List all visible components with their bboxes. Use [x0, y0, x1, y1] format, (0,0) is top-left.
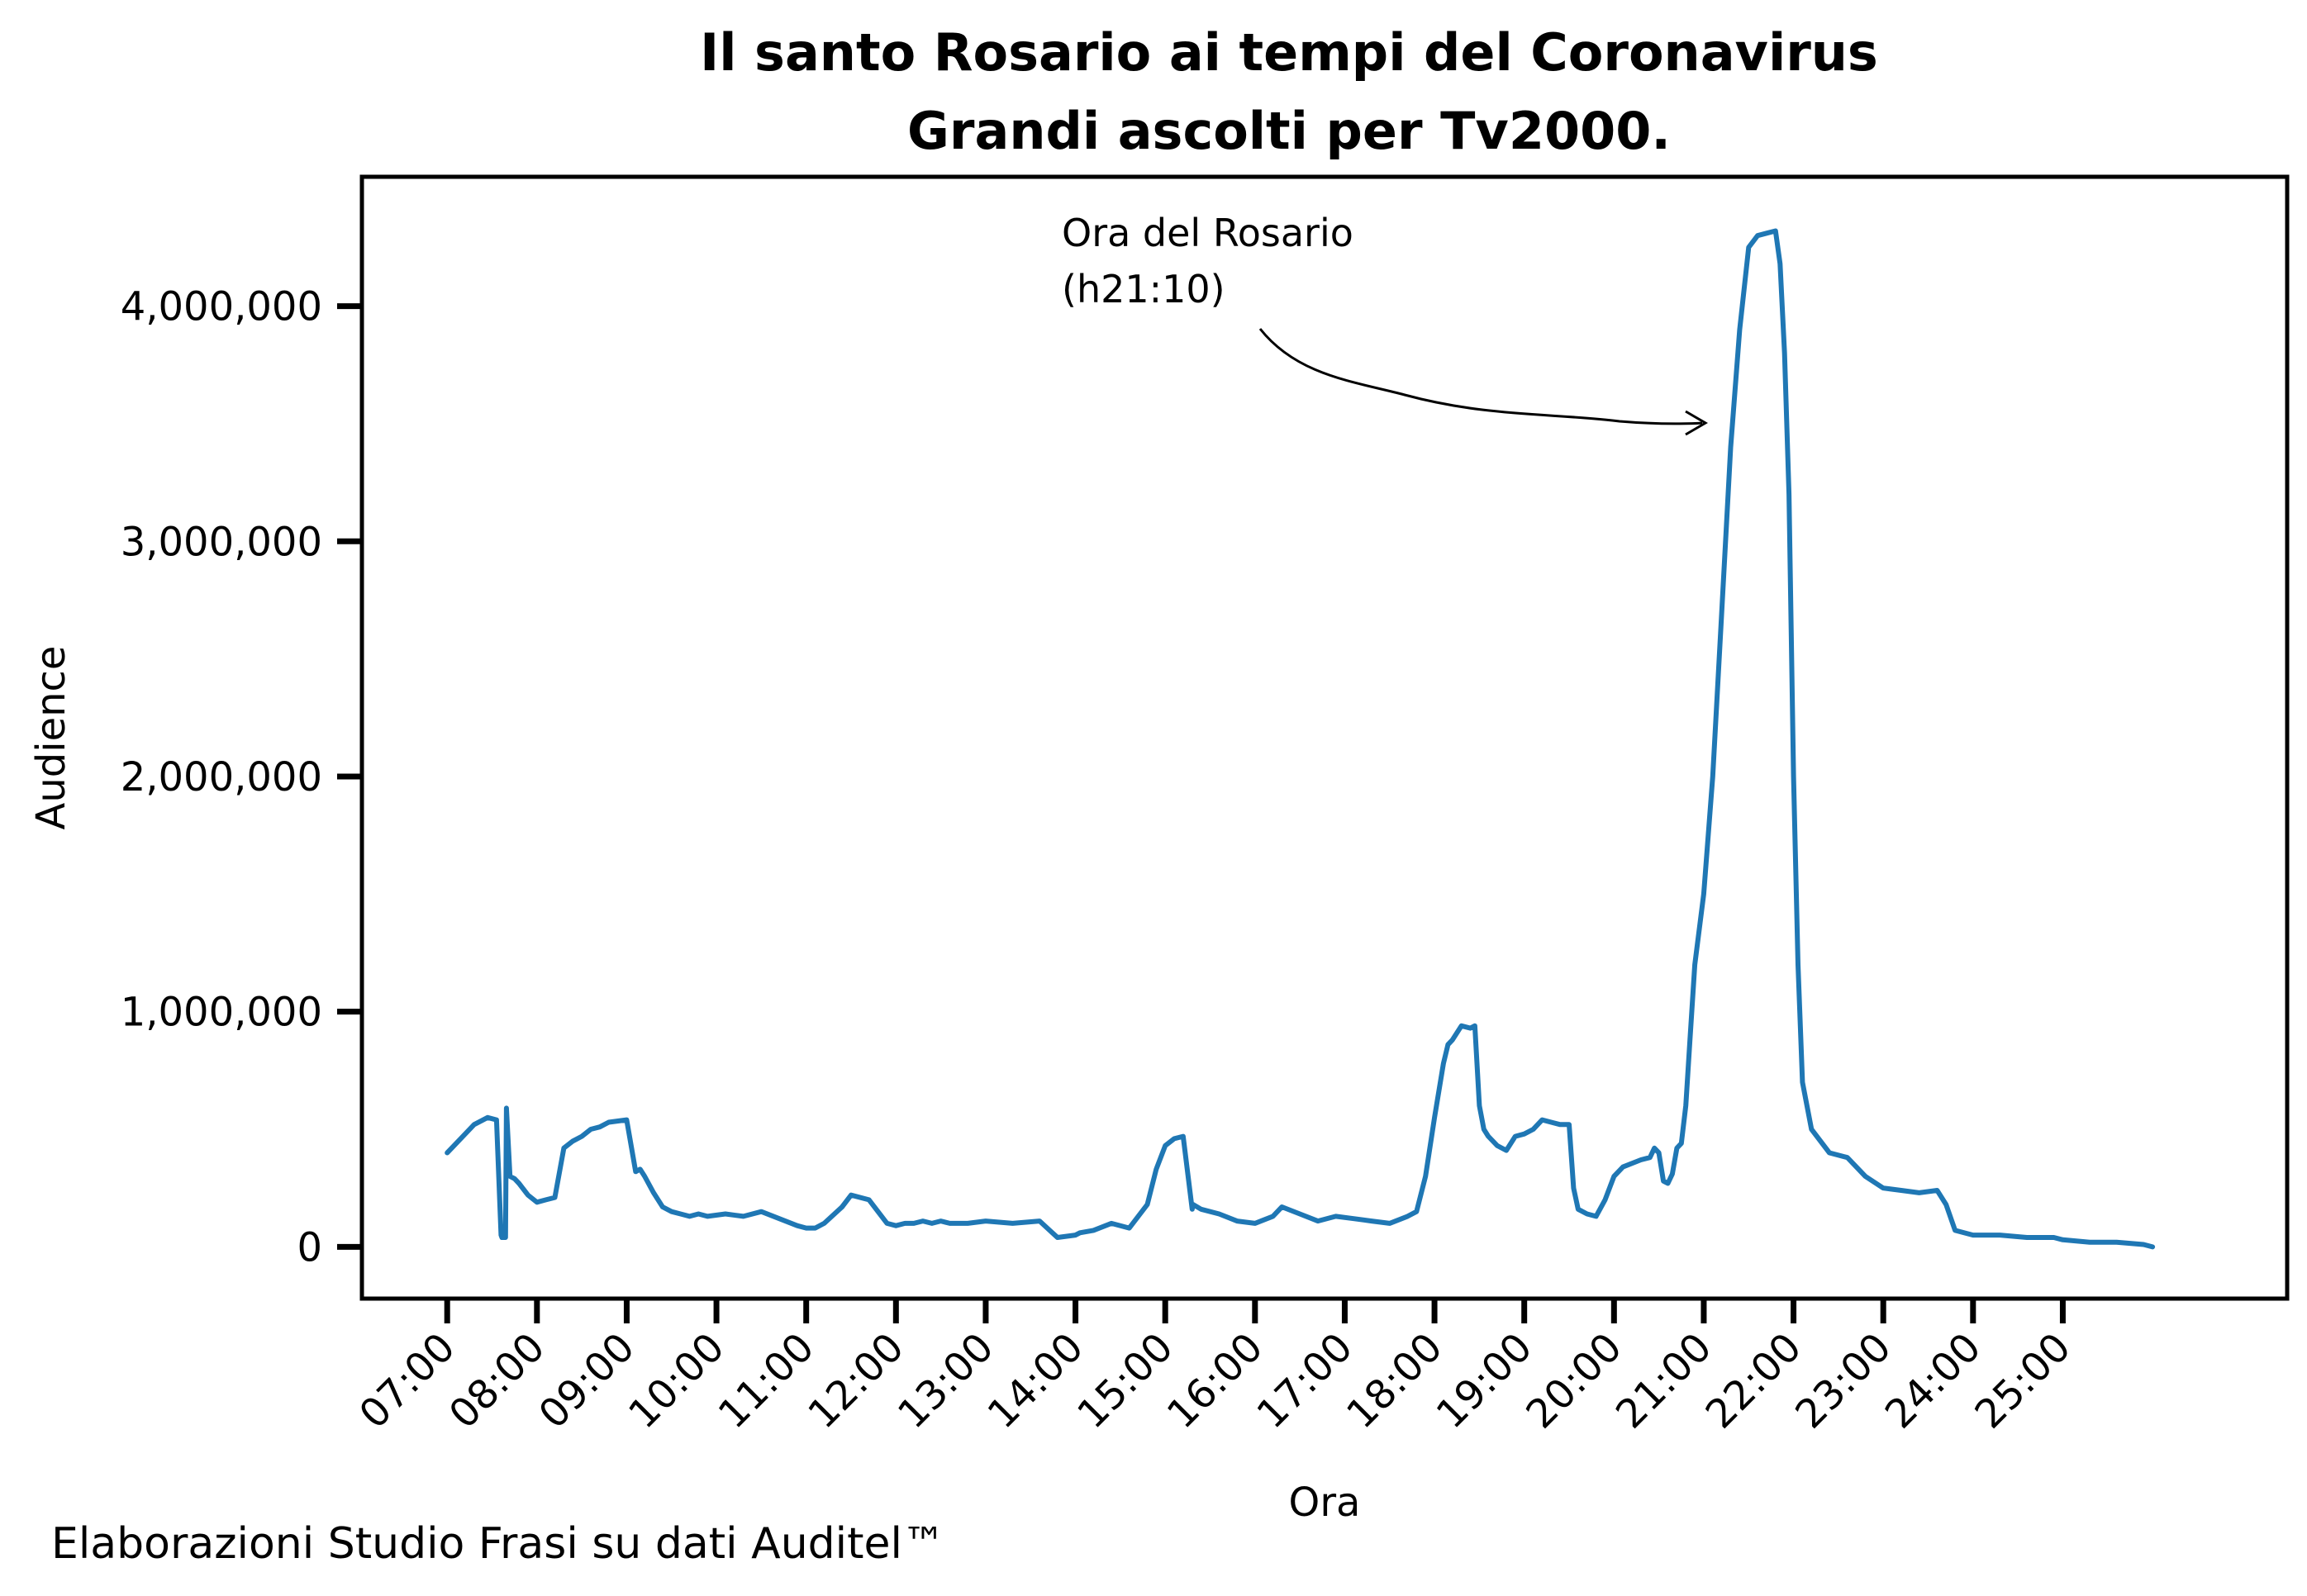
- x-axis-label: Ora: [1289, 1480, 1361, 1526]
- x-tick-label: 13:00: [889, 1324, 1002, 1437]
- y-axis: 0 1,000,000 2,000,000 3,000,000 4,000,000: [121, 284, 362, 1271]
- x-tick-label: 15:00: [1068, 1324, 1182, 1437]
- x-tick-label: 16:00: [1158, 1324, 1272, 1437]
- x-tick-label: 10:00: [620, 1324, 733, 1437]
- plot-frame: [359, 174, 2290, 1301]
- chart-subtitle: Grandi ascolti per Tv2000.: [907, 101, 1671, 161]
- y-tick-label: 4,000,000: [121, 284, 322, 330]
- x-tick-label: 08:00: [440, 1324, 554, 1437]
- annotation-arrow: [1258, 328, 1703, 425]
- x-tick-label: 17:00: [1249, 1324, 1362, 1437]
- y-tick-label: 2,000,000: [121, 754, 322, 800]
- x-tick-label: 11:00: [710, 1324, 823, 1437]
- audience-line: [445, 228, 2156, 1250]
- x-tick-label: 20:00: [1517, 1324, 1630, 1437]
- chart-title: Il santo Rosario ai tempi del Coronaviru…: [700, 22, 1878, 83]
- x-tick-label: 19:00: [1428, 1324, 1541, 1437]
- y-tick-label: 0: [297, 1224, 322, 1271]
- series-layer: [445, 228, 2156, 1250]
- annotation-line1: Ora del Rosario: [1062, 211, 1353, 255]
- x-tick-label: 18:00: [1338, 1324, 1451, 1437]
- annotation-arrowhead: [1685, 410, 1708, 436]
- x-axis: 07:0008:0009:0010:0011:0012:0013:0014:00…: [350, 1299, 2080, 1437]
- x-tick-label: 24:00: [1877, 1324, 1990, 1437]
- x-tick-label: 07:00: [350, 1324, 464, 1437]
- annotation-line2: (h21:10): [1062, 267, 1225, 311]
- x-tick-label: 22:00: [1697, 1324, 1810, 1437]
- y-tick-label: 3,000,000: [121, 519, 322, 565]
- x-tick-label: 12:00: [799, 1324, 912, 1437]
- x-tick-label: 09:00: [530, 1324, 644, 1437]
- x-tick-label: 25:00: [1967, 1324, 2080, 1437]
- x-tick-label: 14:00: [979, 1324, 1092, 1437]
- x-tick-label: 21:00: [1607, 1324, 1720, 1437]
- y-tick-label: 1,000,000: [121, 990, 322, 1036]
- y-axis-label: Audience: [28, 646, 74, 830]
- footnote: Elaborazioni Studio Frasi su dati Audite…: [51, 1519, 945, 1569]
- x-tick-label: 23:00: [1786, 1324, 1900, 1437]
